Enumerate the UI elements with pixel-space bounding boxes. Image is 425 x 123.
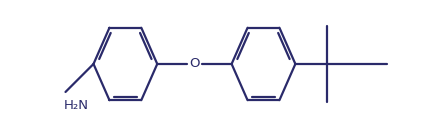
Text: H₂N: H₂N: [63, 99, 88, 112]
Text: O: O: [189, 57, 200, 70]
